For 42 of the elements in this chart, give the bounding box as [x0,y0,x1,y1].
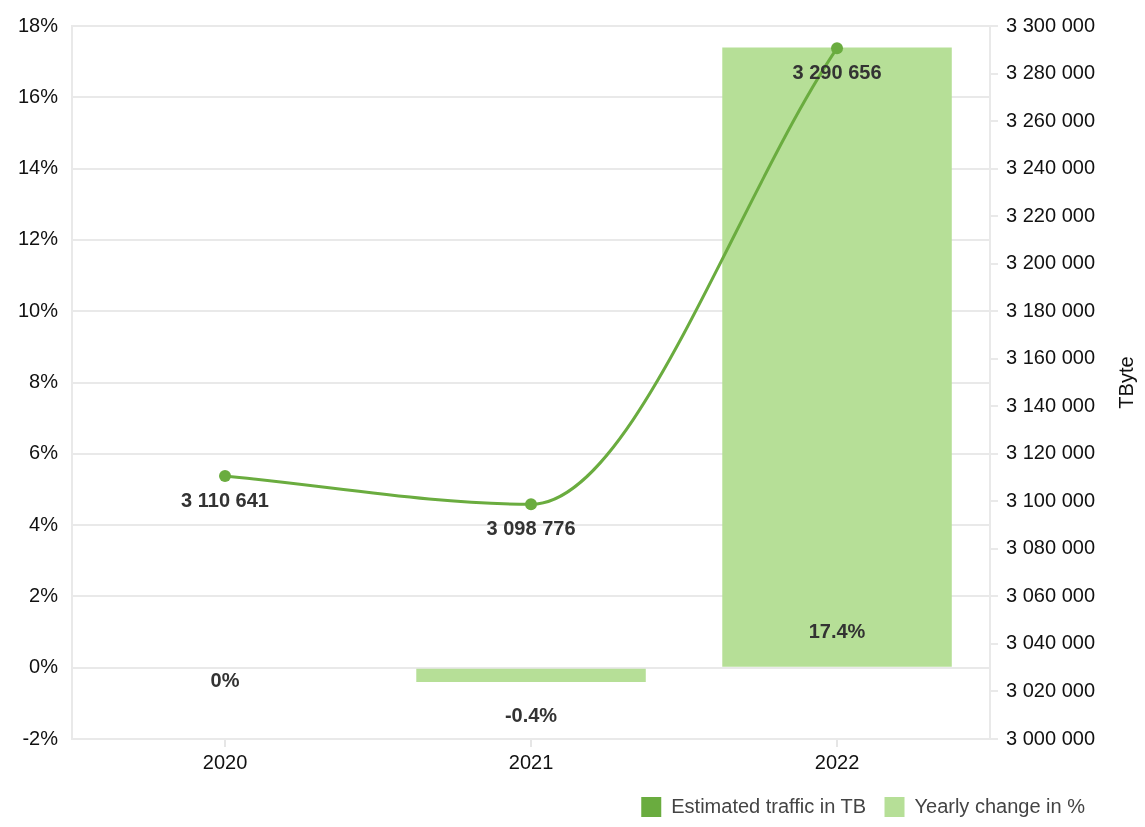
y2-tick-label: 3 120 000 [1006,441,1096,464]
data-label: -0.4% [504,704,558,727]
data-label: 0% [210,669,240,692]
y2-tick-label: 3 100 000 [1006,488,1096,511]
y-tick-label: -2% [22,726,59,749]
data-label: 3 110 641 [181,488,269,511]
x-tick-label: 2022 [814,750,860,773]
y-tick-label: 6% [29,441,59,464]
y-tick-label: 18% [18,13,59,36]
point [525,498,538,511]
y2-tick-label: 3 300 000 [1006,13,1096,36]
y2-tick-label: 3 160 000 [1006,346,1096,369]
y2-tick-label: 3 260 000 [1006,108,1096,131]
y-tick-label: 2% [29,583,59,606]
x-tick-label: 2021 [508,750,554,773]
y2-tick-label: 3 040 000 [1006,631,1096,654]
data-label: 3 098 776 [486,516,576,539]
legend-label: Estimated traffic in TB [671,794,867,817]
y2-axis-title: TByte [1114,356,1137,409]
y-tick-label: 12% [18,227,59,250]
y-tick-label: 16% [18,84,59,107]
y2-tick-label: 3 180 000 [1006,298,1096,321]
data-label: 3 290 656 [792,60,882,83]
legend-label: Yearly change in % [914,794,1086,817]
x-tick-label: 2020 [202,750,248,773]
y-tick-label: 14% [18,156,59,179]
y2-tick-label: 3 200 000 [1006,251,1096,274]
y-tick-label: 0% [29,655,59,678]
y2-tick-label: 3 280 000 [1006,61,1096,84]
y2-tick-label: 3 240 000 [1006,156,1096,179]
y2-tick-label: 3 060 000 [1006,583,1096,606]
y-tick-label: 8% [29,370,59,393]
point [831,42,844,55]
y2-tick-label: 3 080 000 [1006,536,1096,559]
data-label: 17.4% [808,620,866,643]
point [219,470,232,483]
y2-tick-label: 3 000 000 [1006,726,1096,749]
y-tick-label: 4% [29,512,59,535]
y-tick-label: 10% [18,298,59,321]
y2-tick-label: 3 140 000 [1006,393,1096,416]
y2-tick-label: 3 220 000 [1006,203,1096,226]
y2-tick-label: 3 020 000 [1006,678,1096,701]
